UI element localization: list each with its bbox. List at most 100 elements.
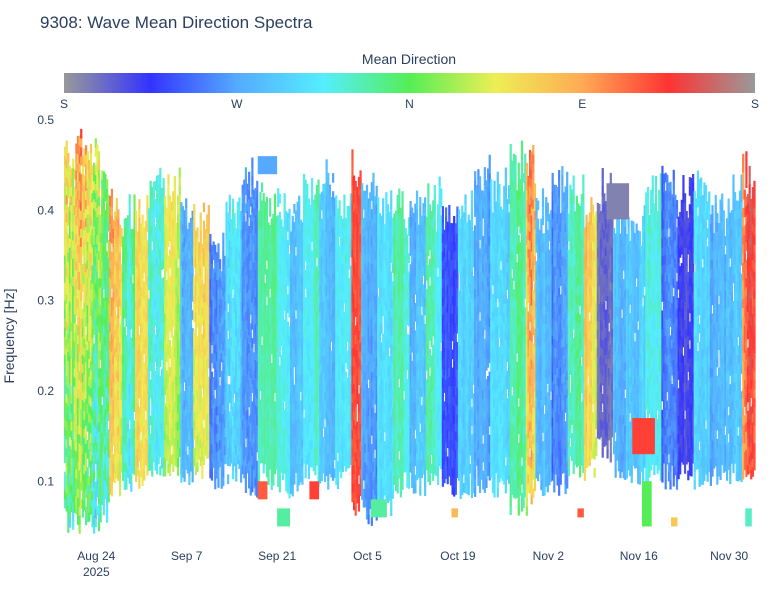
heatmap-cell bbox=[256, 478, 259, 489]
heatmap-cell bbox=[175, 303, 178, 314]
heatmap-cell bbox=[162, 196, 165, 206]
heatmap-cell bbox=[254, 224, 257, 234]
heatmap-cell bbox=[264, 237, 267, 248]
heatmap-cell bbox=[107, 248, 110, 259]
heatmap-cell bbox=[93, 343, 96, 354]
heatmap-cell bbox=[233, 357, 236, 368]
heatmap-cell bbox=[199, 257, 202, 268]
heatmap-cell bbox=[88, 385, 91, 396]
heatmap-cell bbox=[194, 293, 197, 304]
heatmap-cell bbox=[97, 340, 101, 351]
heatmap-cell bbox=[78, 298, 81, 308]
heatmap-cell bbox=[107, 257, 110, 268]
heatmap-cell bbox=[164, 358, 167, 369]
heatmap-cell bbox=[80, 282, 83, 293]
heatmap-cell bbox=[67, 324, 70, 335]
heatmap-cell bbox=[130, 364, 133, 375]
heatmap-cell bbox=[96, 279, 99, 290]
heatmap-cell bbox=[81, 309, 84, 319]
heatmap-cell bbox=[123, 435, 126, 445]
heatmap-cell bbox=[104, 182, 107, 193]
heatmap-cell bbox=[78, 370, 81, 381]
heatmap-cell bbox=[88, 223, 91, 233]
heatmap-cell bbox=[210, 434, 214, 445]
heatmap-cell bbox=[244, 447, 248, 457]
heatmap-cell bbox=[181, 377, 185, 388]
heatmap-cell bbox=[254, 260, 257, 270]
heatmap-cell bbox=[256, 406, 259, 417]
heatmap-cell bbox=[206, 421, 209, 432]
heatmap-cell bbox=[251, 202, 254, 213]
heatmap-cell bbox=[102, 270, 105, 281]
heatmap-cell bbox=[130, 473, 133, 483]
heatmap-cell bbox=[193, 249, 196, 259]
heatmap-cell bbox=[143, 281, 146, 291]
heatmap-cell bbox=[83, 338, 86, 348]
heatmap-cell bbox=[230, 354, 233, 365]
heatmap-cell bbox=[243, 306, 246, 316]
heatmap-cell bbox=[259, 209, 262, 220]
heatmap-cell bbox=[168, 249, 172, 260]
heatmap-cell bbox=[198, 314, 201, 325]
heatmap-cell bbox=[227, 239, 230, 250]
heatmap-cell bbox=[149, 180, 152, 191]
heatmap-cell bbox=[126, 332, 130, 343]
heatmap-cell bbox=[168, 213, 172, 224]
heatmap-cell bbox=[138, 343, 141, 354]
heatmap-cell bbox=[78, 262, 81, 272]
heatmap-cell bbox=[84, 280, 88, 291]
heatmap-cell bbox=[72, 465, 75, 476]
heatmap-cell bbox=[99, 422, 102, 433]
heatmap-cell bbox=[227, 384, 230, 394]
heatmap-cell bbox=[251, 383, 254, 393]
heatmap-cell bbox=[114, 437, 117, 447]
heatmap-cell bbox=[146, 357, 149, 368]
heatmap-cell bbox=[233, 249, 236, 259]
heatmap-cell bbox=[202, 220, 206, 231]
heatmap-cell bbox=[109, 485, 112, 495]
heatmap-cell bbox=[186, 400, 189, 411]
heatmap-cell bbox=[249, 485, 252, 496]
heatmap-cell bbox=[227, 257, 230, 268]
heatmap-cell bbox=[89, 324, 93, 335]
heatmap-cell bbox=[73, 476, 76, 486]
heatmap-cell bbox=[141, 413, 144, 423]
heatmap-cell bbox=[172, 389, 175, 400]
heatmap-cell bbox=[147, 253, 151, 264]
heatmap-cell bbox=[118, 432, 122, 443]
heatmap-cell bbox=[72, 456, 75, 467]
heatmap-cell bbox=[91, 273, 94, 284]
heatmap-cell bbox=[147, 244, 151, 255]
heatmap-cell bbox=[67, 342, 70, 353]
heatmap-cell bbox=[143, 470, 146, 481]
heatmap-cell bbox=[202, 392, 206, 402]
heatmap-cell bbox=[105, 332, 109, 343]
heatmap-cell bbox=[236, 237, 239, 248]
heatmap-cell bbox=[146, 312, 149, 323]
heatmap-cell bbox=[202, 428, 206, 438]
heatmap-cell bbox=[157, 373, 160, 384]
heatmap-cell bbox=[78, 198, 81, 209]
heatmap-cell bbox=[233, 420, 236, 431]
heatmap-cell bbox=[81, 155, 84, 166]
heatmap-cell bbox=[75, 197, 78, 208]
heatmap-cell bbox=[214, 380, 217, 390]
heatmap-cell bbox=[259, 435, 262, 446]
heatmap-cell bbox=[238, 269, 241, 280]
heatmap-cell bbox=[160, 440, 164, 451]
heatmap-cell bbox=[238, 305, 241, 316]
heatmap-cell bbox=[149, 298, 152, 308]
heatmap-cell bbox=[96, 180, 99, 191]
heatmap-cell bbox=[117, 290, 120, 301]
heatmap-cell bbox=[254, 422, 257, 433]
heatmap-cell bbox=[173, 437, 176, 448]
heatmap-cell bbox=[64, 417, 67, 428]
heatmap-cell bbox=[149, 271, 152, 281]
heatmap-cell bbox=[141, 331, 144, 342]
heatmap-cell bbox=[102, 171, 105, 182]
heatmap-cell bbox=[86, 412, 89, 423]
heatmap-cell bbox=[78, 388, 81, 399]
heatmap-cell bbox=[246, 319, 249, 329]
heatmap-cell bbox=[230, 363, 233, 374]
heatmap-cell bbox=[189, 290, 193, 300]
